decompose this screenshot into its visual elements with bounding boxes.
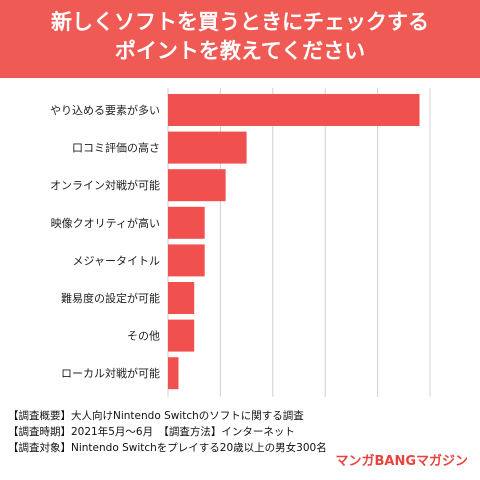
- bar-5: [168, 244, 205, 277]
- bars: [168, 94, 420, 390]
- chart-title-line-1: 新しくソフトを買うときにチェックする: [51, 10, 429, 34]
- bar-8: [168, 357, 179, 390]
- category-labels: やり込める要素が多い口コミ評価の高さオンライン対戦が可能映像クオリティが高いメジ…: [50, 103, 160, 380]
- bar-3: [168, 169, 226, 202]
- survey-period: 【調査時期】2021年5月～6月 【調査方法】インターネット: [8, 426, 295, 438]
- survey-target: 【調査対象】Nintendo Switchをプレイする20歳以上の男女300名: [8, 442, 327, 454]
- chart-title-line-2: ポイントを教えてください: [114, 39, 366, 63]
- bar-7: [168, 319, 195, 352]
- category-label: ローカル対戦が可能: [61, 366, 160, 380]
- bar-2: [168, 131, 247, 164]
- category-label: 映像クオリティが高い: [51, 216, 160, 230]
- bar-6: [168, 282, 195, 314]
- category-label: 口コミ評価の高さ: [72, 141, 160, 155]
- category-label: オンライン対戦が可能: [50, 178, 160, 192]
- bar-4: [168, 206, 205, 239]
- bar-chart: やり込める要素が多い口コミ評価の高さオンライン対戦が可能映像クオリティが高いメジ…: [50, 88, 431, 397]
- bar-1: [168, 94, 420, 126]
- category-label: やり込める要素が多い: [50, 103, 160, 117]
- brand-logo: マンガBANGマガジン: [335, 454, 468, 469]
- category-label: 難易度の設定が可能: [61, 291, 160, 305]
- survey-notes: 【調査概要】大人向けNintendo Switchのソフトに関する調査 【調査時…: [8, 408, 327, 456]
- survey-overview: 【調査概要】大人向けNintendo Switchのソフトに関する調査: [8, 410, 304, 422]
- category-label: その他: [127, 330, 160, 343]
- category-label: メジャータイトル: [73, 254, 160, 267]
- title-banner: 新しくソフトを買うときにチェックする ポイントを教えてください: [0, 0, 480, 78]
